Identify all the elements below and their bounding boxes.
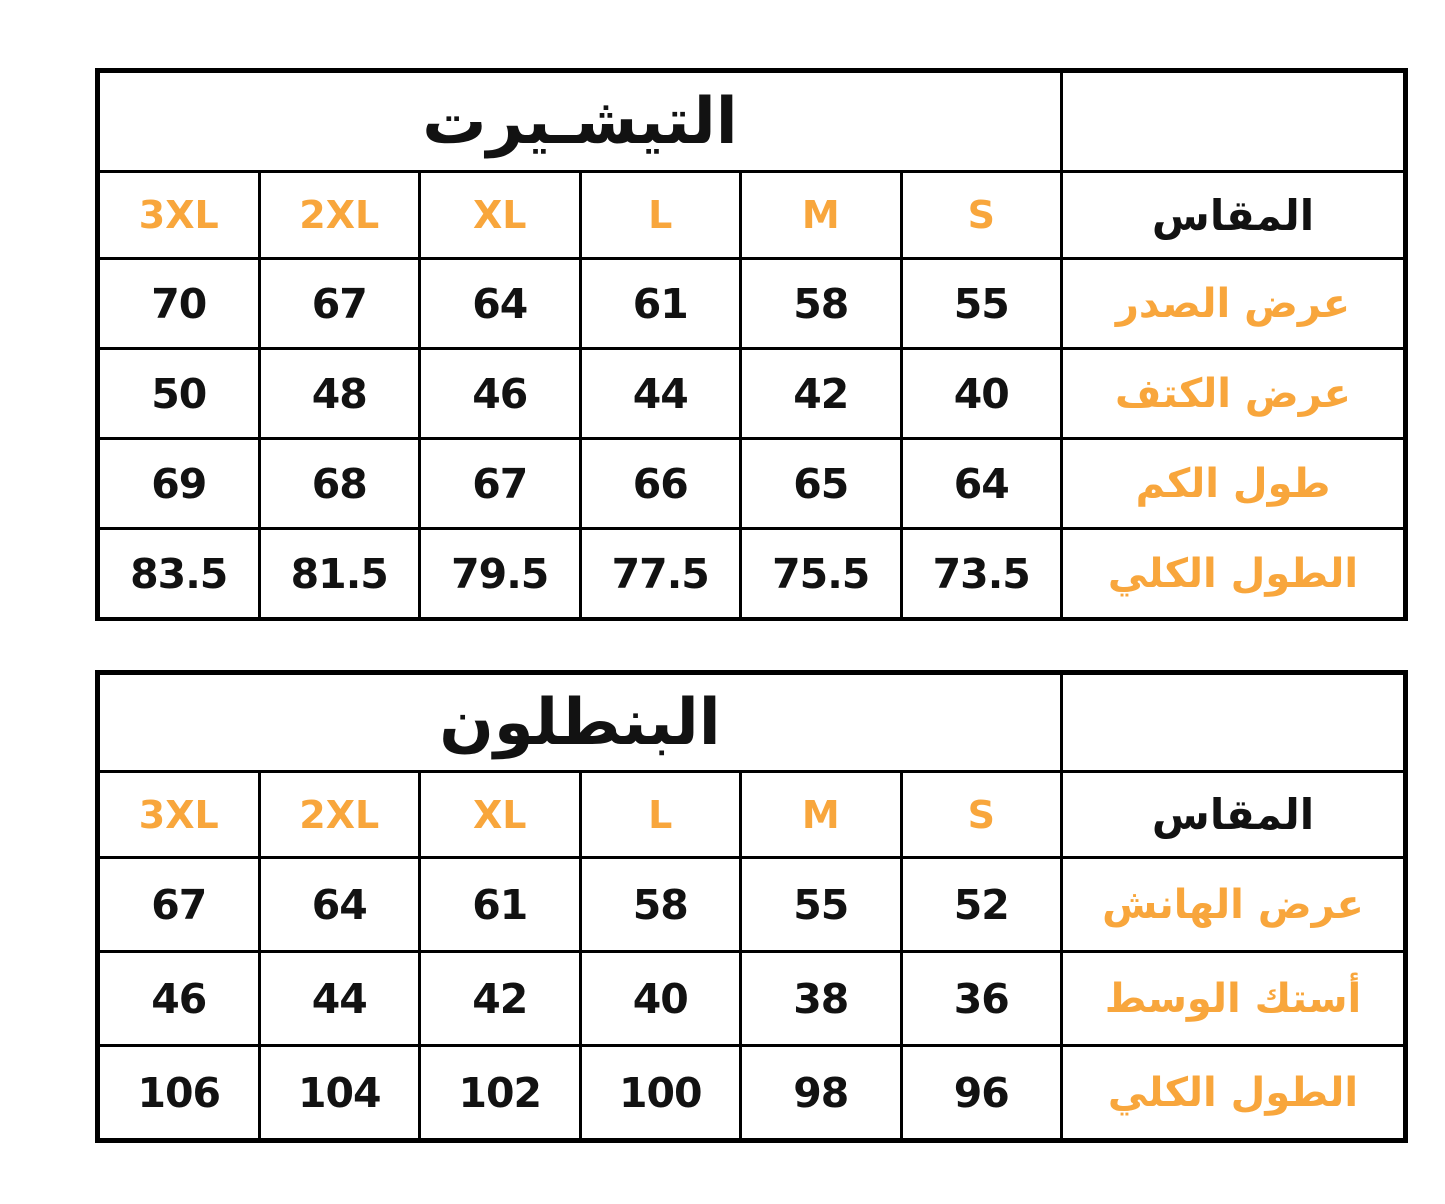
size-column-header-l: L <box>581 173 739 257</box>
measurement-value-cell: 70 <box>100 260 258 347</box>
tshirt-size-table: التيشـيرت 3XL 2XL XL L M S المقاس 70 67 … <box>95 68 1408 621</box>
measurement-value-cell: 69 <box>100 440 258 527</box>
measurement-value-cell: 46 <box>100 953 258 1044</box>
measurement-value-cell: 55 <box>742 859 900 950</box>
measurement-value-cell: 73.5 <box>902 530 1060 617</box>
size-header-label: المقاس <box>1063 773 1403 856</box>
row-label-total-length: الطول الكلي <box>1063 1047 1403 1138</box>
measurement-value-cell: 64 <box>421 260 579 347</box>
size-column-header-l: L <box>581 773 739 856</box>
measurement-value-cell: 40 <box>581 953 739 1044</box>
measurement-value-cell: 58 <box>581 859 739 950</box>
size-column-header-2xl: 2XL <box>260 173 418 257</box>
pants-size-table: البنطلون 3XL 2XL XL L M S المقاس 67 64 6… <box>95 670 1408 1143</box>
size-column-header-s: S <box>902 773 1060 856</box>
measurement-value-cell: 67 <box>100 859 258 950</box>
row-label-shoulder-width: عرض الكتف <box>1063 350 1403 437</box>
row-label-waist-elastic: أستك الوسط <box>1063 953 1403 1044</box>
measurement-value-cell: 42 <box>742 350 900 437</box>
corner-cell <box>1063 675 1403 770</box>
measurement-value-cell: 67 <box>421 440 579 527</box>
row-label-hip-width: عرض الهانش <box>1063 859 1403 950</box>
measurement-value-cell: 64 <box>902 440 1060 527</box>
pants-table-title: البنطلون <box>100 675 1060 770</box>
measurement-value-cell: 46 <box>421 350 579 437</box>
measurement-value-cell: 55 <box>902 260 1060 347</box>
size-column-header-3xl: 3XL <box>100 773 258 856</box>
measurement-value-cell: 104 <box>260 1047 418 1138</box>
measurement-value-cell: 58 <box>742 260 900 347</box>
measurement-value-cell: 44 <box>581 350 739 437</box>
size-header-label: المقاس <box>1063 173 1403 257</box>
measurement-value-cell: 50 <box>100 350 258 437</box>
measurement-value-cell: 67 <box>260 260 418 347</box>
measurement-value-cell: 36 <box>902 953 1060 1044</box>
measurement-value-cell: 65 <box>742 440 900 527</box>
row-label-sleeve-length: طول الكم <box>1063 440 1403 527</box>
measurement-value-cell: 66 <box>581 440 739 527</box>
measurement-value-cell: 98 <box>742 1047 900 1138</box>
measurement-value-cell: 102 <box>421 1047 579 1138</box>
corner-cell <box>1063 73 1403 170</box>
size-column-header-2xl: 2XL <box>260 773 418 856</box>
measurement-value-cell: 106 <box>100 1047 258 1138</box>
measurement-value-cell: 40 <box>902 350 1060 437</box>
measurement-value-cell: 68 <box>260 440 418 527</box>
measurement-value-cell: 96 <box>902 1047 1060 1138</box>
measurement-value-cell: 61 <box>581 260 739 347</box>
size-column-header-xl: XL <box>421 173 579 257</box>
measurement-value-cell: 42 <box>421 953 579 1044</box>
measurement-value-cell: 44 <box>260 953 418 1044</box>
row-label-total-length: الطول الكلي <box>1063 530 1403 617</box>
size-column-header-xl: XL <box>421 773 579 856</box>
size-column-header-3xl: 3XL <box>100 173 258 257</box>
size-column-header-m: M <box>742 173 900 257</box>
tshirt-table-title: التيشـيرت <box>100 73 1060 170</box>
measurement-value-cell: 38 <box>742 953 900 1044</box>
row-label-chest-width: عرض الصدر <box>1063 260 1403 347</box>
measurement-value-cell: 48 <box>260 350 418 437</box>
measurement-value-cell: 52 <box>902 859 1060 950</box>
measurement-value-cell: 79.5 <box>421 530 579 617</box>
measurement-value-cell: 100 <box>581 1047 739 1138</box>
measurement-value-cell: 75.5 <box>742 530 900 617</box>
measurement-value-cell: 83.5 <box>100 530 258 617</box>
measurement-value-cell: 81.5 <box>260 530 418 617</box>
measurement-value-cell: 64 <box>260 859 418 950</box>
size-column-header-m: M <box>742 773 900 856</box>
measurement-value-cell: 77.5 <box>581 530 739 617</box>
measurement-value-cell: 61 <box>421 859 579 950</box>
size-column-header-s: S <box>902 173 1060 257</box>
